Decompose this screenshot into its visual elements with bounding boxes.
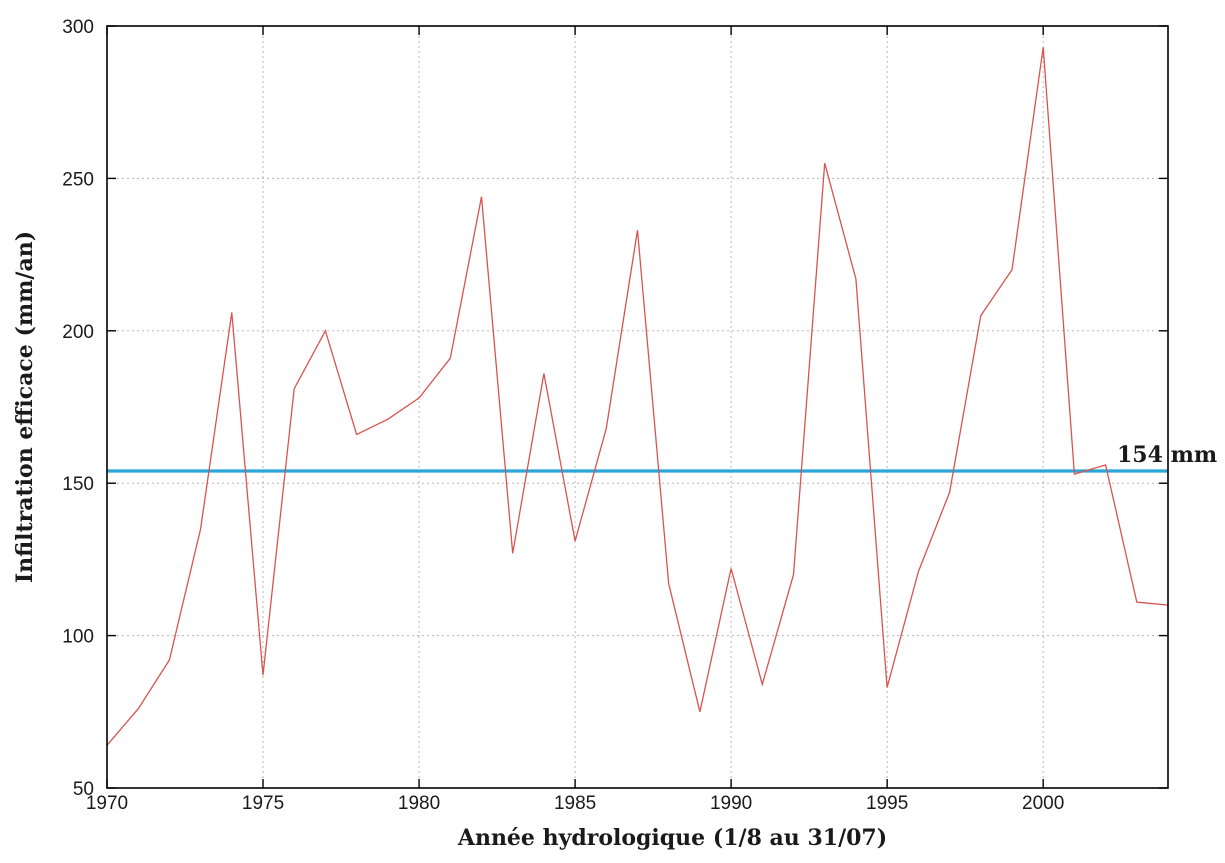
y-tick-labels: 50 100 150 200 250 300 <box>62 17 94 800</box>
x-axis-title: Année hydrologique (1/8 au 31/07) <box>457 825 887 851</box>
x-tick-label: 1995 <box>866 793 908 814</box>
series-group <box>106 47 1169 746</box>
y-tick-label: 250 <box>62 169 94 190</box>
axis-ticks <box>106 25 1168 789</box>
x-tick-label: 2000 <box>1022 793 1064 814</box>
y-tick-label: 200 <box>62 322 94 343</box>
grid-lines <box>107 26 1168 788</box>
plot-frame <box>106 25 1169 789</box>
y-tick-label: 100 <box>62 627 94 648</box>
y-tick-label: 50 <box>73 779 94 800</box>
x-tick-label: 1980 <box>398 793 440 814</box>
y-tick-label: 300 <box>62 17 94 38</box>
x-tick-label: 1970 <box>86 793 128 814</box>
y-tick-label: 150 <box>62 474 94 495</box>
series-line <box>106 47 1169 746</box>
x-tick-label: 1985 <box>554 793 596 814</box>
x-tick-labels: 1970 1975 1980 1985 1990 1995 2000 <box>86 793 1064 814</box>
x-tick-label: 1990 <box>710 793 752 814</box>
reference-line-label: 154 mm <box>1117 442 1217 468</box>
x-tick-label: 1975 <box>242 793 284 814</box>
y-axis-title: Infiltration efficace (mm/an) <box>12 231 38 583</box>
